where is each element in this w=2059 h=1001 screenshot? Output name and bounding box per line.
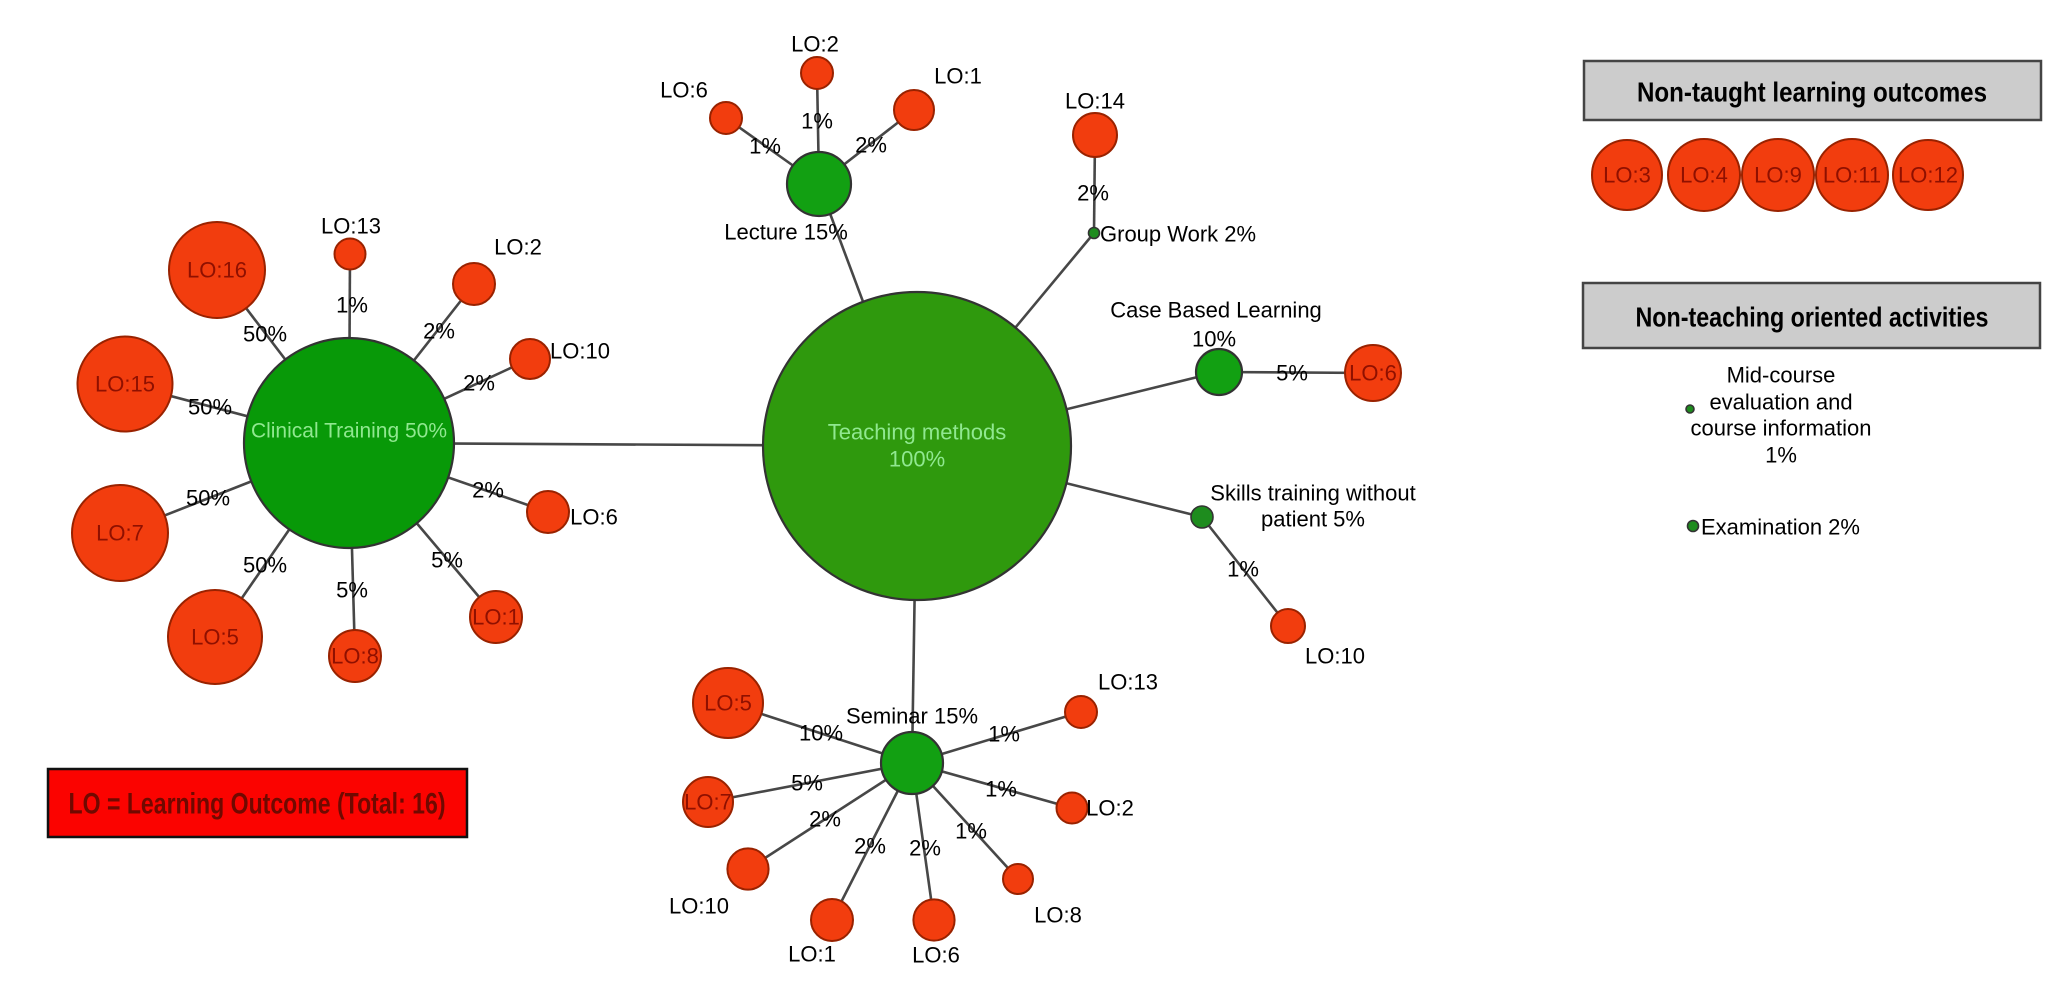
svg-text:LO:9: LO:9 — [1754, 163, 1802, 188]
svg-text:LO:4: LO:4 — [1680, 163, 1728, 188]
svg-text:LO:2: LO:2 — [1086, 796, 1134, 821]
svg-text:Teaching methods: Teaching methods — [828, 420, 1007, 445]
svg-text:Group Work 2%: Group Work 2% — [1100, 222, 1256, 247]
svg-text:2%: 2% — [854, 834, 886, 859]
svg-text:LO:14: LO:14 — [1065, 89, 1125, 114]
svg-text:LO:5: LO:5 — [191, 625, 239, 650]
svg-text:LO:2: LO:2 — [494, 235, 542, 260]
svg-text:evaluation and: evaluation and — [1709, 390, 1852, 415]
svg-text:50%: 50% — [186, 486, 230, 511]
svg-text:LO:8: LO:8 — [331, 644, 379, 669]
svg-text:Non-taught learning outcomes: Non-taught learning outcomes — [1637, 77, 1987, 108]
svg-text:Lecture 15%: Lecture 15% — [724, 220, 848, 245]
svg-text:Clinical Training 50%: Clinical Training 50% — [251, 420, 447, 443]
svg-text:50%: 50% — [243, 322, 287, 347]
svg-text:LO:1: LO:1 — [934, 64, 982, 89]
svg-text:5%: 5% — [336, 578, 368, 603]
svg-text:LO:2: LO:2 — [791, 32, 839, 57]
svg-text:1%: 1% — [1765, 443, 1797, 468]
svg-text:1%: 1% — [801, 109, 833, 134]
svg-text:1%: 1% — [1227, 557, 1259, 582]
svg-text:5%: 5% — [431, 548, 463, 573]
svg-text:LO:12: LO:12 — [1898, 163, 1958, 188]
svg-text:LO:10: LO:10 — [1305, 644, 1365, 669]
svg-text:LO:1: LO:1 — [788, 942, 836, 967]
svg-text:2%: 2% — [809, 807, 841, 832]
svg-text:LO:6: LO:6 — [912, 943, 960, 968]
svg-text:LO:10: LO:10 — [550, 339, 610, 364]
svg-text:LO:5: LO:5 — [704, 691, 752, 716]
svg-text:1%: 1% — [955, 819, 987, 844]
svg-text:1%: 1% — [336, 293, 368, 318]
svg-text:Mid-course: Mid-course — [1727, 363, 1836, 388]
svg-text:LO:10: LO:10 — [669, 894, 729, 919]
svg-text:Skills training without: Skills training without — [1210, 481, 1415, 506]
svg-text:Non-teaching oriented activiti: Non-teaching oriented activities — [1636, 302, 1989, 333]
svg-text:patient 5%: patient 5% — [1261, 507, 1365, 532]
svg-text:2%: 2% — [463, 371, 495, 396]
svg-text:LO:7: LO:7 — [684, 790, 732, 815]
svg-text:LO:11: LO:11 — [1823, 163, 1881, 188]
svg-text:2%: 2% — [472, 478, 504, 503]
svg-text:10%: 10% — [1192, 327, 1236, 352]
svg-text:1%: 1% — [749, 134, 781, 159]
svg-text:10%: 10% — [799, 721, 843, 746]
svg-text:LO = Learning Outcome (Total:: LO = Learning Outcome (Total: 16) — [69, 788, 446, 821]
svg-text:Seminar 15%: Seminar 15% — [846, 704, 978, 729]
svg-text:LO:16: LO:16 — [187, 258, 247, 283]
svg-text:50%: 50% — [188, 395, 232, 420]
svg-text:2%: 2% — [423, 319, 455, 344]
svg-text:100%: 100% — [889, 447, 945, 472]
svg-text:course information: course information — [1691, 416, 1872, 441]
svg-text:2%: 2% — [909, 836, 941, 861]
svg-text:LO:7: LO:7 — [96, 521, 144, 546]
svg-text:LO:6: LO:6 — [660, 78, 708, 103]
svg-text:1%: 1% — [985, 777, 1017, 802]
svg-text:LO:6: LO:6 — [570, 505, 618, 530]
svg-text:LO:13: LO:13 — [1098, 670, 1158, 695]
svg-text:LO:8: LO:8 — [1034, 903, 1082, 928]
svg-text:Case Based Learning: Case Based Learning — [1110, 298, 1322, 323]
svg-text:5%: 5% — [1276, 361, 1308, 386]
svg-text:2%: 2% — [855, 133, 887, 158]
svg-text:5%: 5% — [791, 771, 823, 796]
svg-text:1%: 1% — [988, 722, 1020, 747]
svg-text:LO:3: LO:3 — [1603, 163, 1651, 188]
svg-text:Examination 2%: Examination 2% — [1701, 515, 1860, 540]
svg-text:2%: 2% — [1077, 181, 1109, 206]
svg-text:LO:15: LO:15 — [95, 372, 155, 397]
svg-text:50%: 50% — [243, 553, 287, 578]
svg-text:LO:13: LO:13 — [321, 214, 381, 239]
svg-text:LO:6: LO:6 — [1349, 361, 1397, 386]
svg-text:LO:1: LO:1 — [472, 605, 520, 630]
